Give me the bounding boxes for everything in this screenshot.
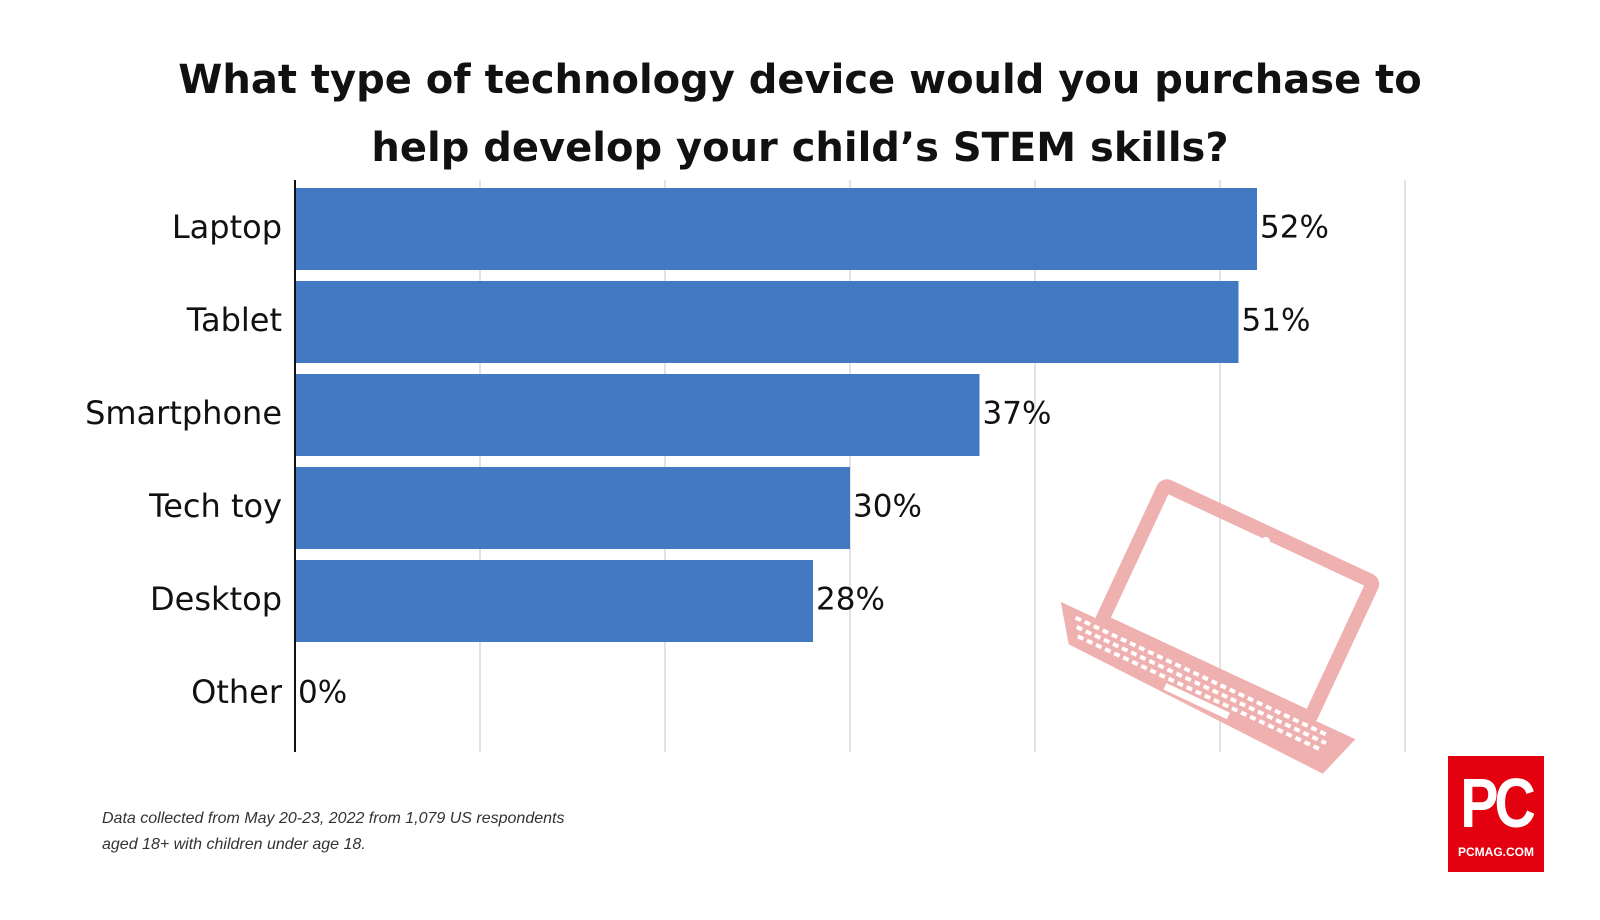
category-label: Tablet [186, 301, 282, 339]
value-label: 52% [1260, 210, 1329, 246]
pcmag-logo: PC PCMAG.COM [1448, 756, 1544, 872]
footnote: Data collected from May 20-23, 2022 from… [102, 806, 564, 858]
laptop-icon [1060, 479, 1380, 774]
value-label: 0% [298, 675, 347, 711]
category-label: Smartphone [85, 394, 282, 432]
bar [295, 467, 850, 549]
bar [295, 374, 980, 456]
footnote-line-2: aged 18+ with children under age 18. [102, 836, 366, 853]
pcmag-logo-url: PCMAG.COM [1458, 845, 1534, 859]
bars [295, 188, 1257, 642]
category-label: Desktop [150, 580, 282, 618]
chart-title: What type of technology device would you… [0, 46, 1600, 182]
value-label: 30% [853, 489, 922, 525]
category-label: Other [191, 673, 283, 711]
chart-title-line-2: help develop your child’s STEM skills? [371, 125, 1229, 171]
category-labels: Laptop Tablet Smartphone Tech toy Desktop Oth… [85, 208, 283, 711]
footnote-line-1: Data collected from May 20-23, 2022 from… [102, 810, 565, 827]
gridlines [479, 180, 1406, 752]
pcmag-logo-pc: PC [1460, 764, 1536, 842]
bar [295, 560, 813, 642]
value-label: 28% [816, 582, 885, 618]
value-label: 37% [983, 396, 1052, 432]
category-label: Laptop [172, 208, 282, 246]
bar [295, 281, 1239, 363]
chart-title-line-1: What type of technology device would you… [178, 57, 1422, 103]
value-labels: 52% 51% 37% 30% 28% 0% [298, 210, 1329, 711]
value-label: 51% [1242, 303, 1311, 339]
bar [295, 188, 1257, 270]
category-label: Tech toy [148, 487, 282, 525]
